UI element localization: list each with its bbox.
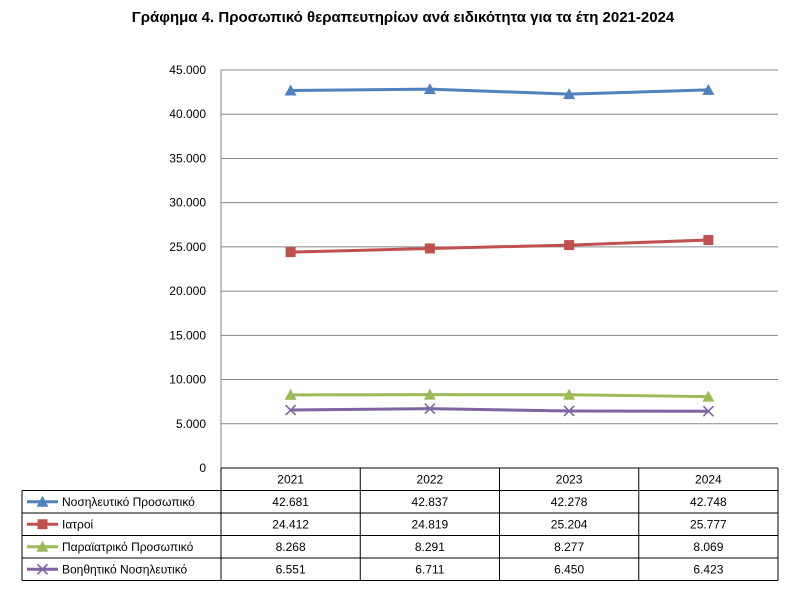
- x-category-label: 2021: [277, 473, 304, 487]
- y-tick-label: 10.000: [169, 373, 206, 387]
- x-category-label: 2022: [417, 473, 444, 487]
- data-point-marker: [424, 403, 436, 415]
- series-line: [290, 407, 709, 413]
- y-tick-label: 20.000: [169, 284, 206, 298]
- y-tick-label: 45.000: [169, 63, 206, 77]
- data-point-marker: [284, 84, 297, 96]
- data-point-marker: [285, 247, 296, 258]
- legend-key-marker: [37, 519, 48, 530]
- data-table-value: 6.450: [554, 562, 584, 576]
- data-table-value: 42.278: [551, 495, 588, 509]
- data-table-value: 6.423: [693, 562, 723, 576]
- legend-series-name: Παραϊατρικό Προσωπικό: [62, 540, 194, 554]
- x-category-label: 2023: [556, 473, 583, 487]
- x-category-label: 2024: [695, 473, 722, 487]
- data-table-value: 42.681: [272, 495, 309, 509]
- data-point-marker: [423, 83, 436, 95]
- legend-series-name: Νοσηλευτικό Προσωπικό: [62, 495, 195, 509]
- data-point-marker: [564, 240, 575, 251]
- y-tick-label: 35.000: [169, 151, 206, 165]
- data-table-value: 8.277: [554, 540, 584, 554]
- data-table-value: 6.551: [276, 562, 306, 576]
- data-table-value: 24.412: [272, 517, 309, 531]
- data-table-value: 6.711: [415, 562, 444, 576]
- y-tick-label: 0: [199, 461, 206, 475]
- data-point-marker: [563, 88, 576, 100]
- data-point-marker: [284, 388, 297, 400]
- data-table-value: 8.069: [693, 540, 723, 554]
- series-line: [290, 238, 709, 254]
- y-tick-label: 25.000: [169, 240, 206, 254]
- data-table-value: 8.268: [276, 540, 306, 554]
- data-point-marker: [424, 243, 435, 254]
- legend-series-name: Ιατροί: [62, 517, 94, 531]
- y-tick-label: 30.000: [169, 196, 206, 210]
- data-point-marker: [702, 390, 715, 402]
- data-table-value: 42.837: [412, 495, 449, 509]
- chart-title: Γράφημα 4. Προσωπικό θεραπευτηρίων ανά ε…: [131, 9, 675, 26]
- y-tick-label: 40.000: [169, 107, 206, 121]
- data-table-value: 42.748: [690, 495, 727, 509]
- data-point-marker: [703, 235, 714, 246]
- legend-key-marker: [36, 563, 49, 575]
- series-line: [290, 87, 709, 96]
- data-point-marker: [702, 83, 715, 95]
- series-line: [290, 393, 709, 399]
- data-table-value: 25.204: [551, 517, 588, 531]
- data-point-marker: [702, 405, 714, 417]
- data-point-marker: [423, 388, 436, 400]
- data-table-value: 25.777: [690, 517, 727, 531]
- data-table-value: 24.819: [412, 517, 449, 531]
- data-point-marker: [563, 388, 576, 400]
- legend-key-marker: [36, 540, 49, 552]
- y-tick-label: 15.000: [169, 328, 206, 342]
- legend-series-name: Βοηθητικό Νοσηλευτικό: [62, 562, 188, 576]
- data-point-marker: [285, 404, 297, 416]
- legend-key-marker: [36, 495, 49, 507]
- y-tick-label: 5.000: [176, 417, 206, 431]
- data-point-marker: [563, 405, 575, 417]
- data-table-value: 8.291: [415, 540, 445, 554]
